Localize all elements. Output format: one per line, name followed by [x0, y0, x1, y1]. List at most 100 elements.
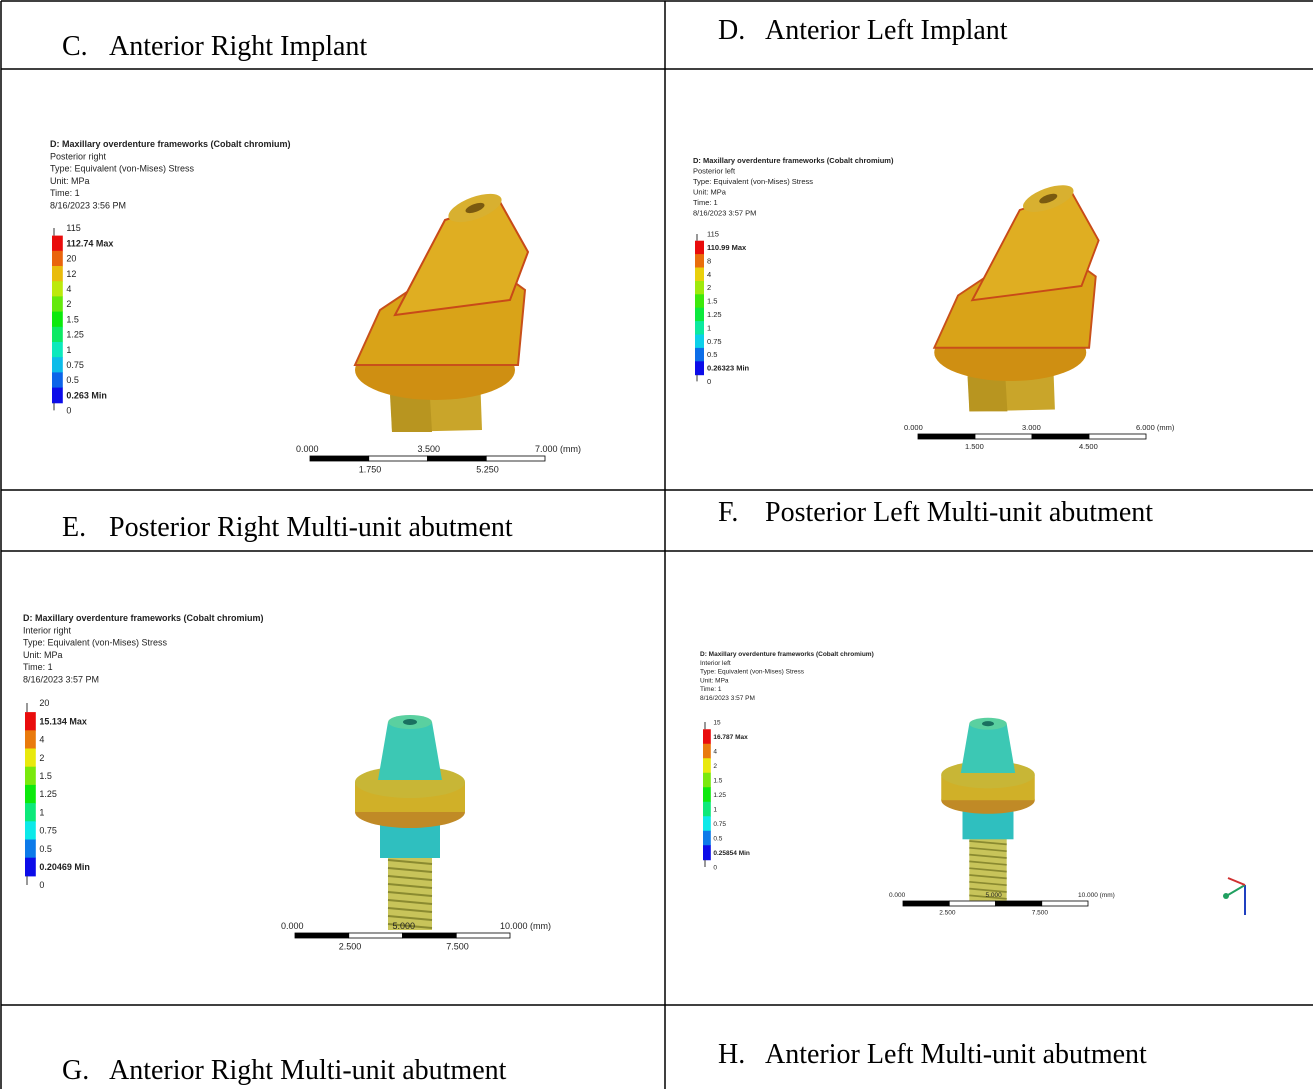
- caption-text: Posterior Left Multi-unit abutment: [765, 497, 1153, 528]
- scale-label: 1.500: [965, 442, 984, 451]
- legend-label: 1: [66, 345, 71, 355]
- result-header: Time: 1: [23, 662, 53, 672]
- legend-swatch: [695, 241, 704, 255]
- result-header: D: Maxillary overdenture frameworks (Cob…: [23, 613, 264, 623]
- legend-label: 1: [707, 323, 711, 332]
- legend-swatch: [703, 831, 711, 846]
- document-table: C. Anterior Right Implant D. Anterior Left …: [0, 0, 1313, 1089]
- legend-label: 0.75: [66, 360, 84, 370]
- legend-label: 12: [66, 269, 76, 279]
- scale-bar-segment: [903, 901, 949, 906]
- legend-label: 1.5: [39, 771, 52, 781]
- scale-bar-segment: [1042, 901, 1088, 906]
- legend-swatch: [52, 372, 63, 388]
- caption-text: Anterior Left Multi-unit abutment: [765, 1039, 1147, 1070]
- legend-label: 4: [39, 735, 44, 745]
- legend-label: 115: [66, 223, 80, 233]
- legend-swatch: [25, 730, 36, 749]
- legend-label: 1: [39, 807, 44, 817]
- legend-label: 1.25: [713, 792, 726, 799]
- legend-label: 0.75: [713, 821, 726, 828]
- model-part: [390, 395, 432, 432]
- legend-label: 0.263 Min: [66, 390, 107, 400]
- legend-swatch: [703, 773, 711, 788]
- caption-letter: E.: [62, 512, 86, 543]
- scale-label: 2.500: [939, 909, 956, 916]
- legend-label: 4: [707, 270, 711, 279]
- scale-bar-segment: [403, 933, 457, 938]
- legend-swatch: [703, 845, 711, 860]
- legend-label: 0.20469 Min: [39, 862, 90, 872]
- legend-swatch: [695, 268, 704, 282]
- result-header: Type: Equivalent (von-Mises) Stress: [693, 177, 813, 186]
- legend-label: 4: [713, 748, 717, 755]
- scale-label: 7.000 (mm): [535, 444, 581, 454]
- legend-swatch: [703, 744, 711, 759]
- legend-label: 16.787 Max: [713, 734, 748, 741]
- scale-bar-segment: [456, 933, 510, 938]
- scale-bar-segment: [428, 456, 487, 461]
- scale-label: 10.000 (mm): [500, 921, 551, 931]
- legend-swatch: [703, 787, 711, 802]
- result-header: Unit: MPa: [700, 677, 729, 684]
- legend-swatch: [695, 308, 704, 322]
- legend-label: 2: [66, 299, 71, 309]
- result-header: Interior right: [23, 625, 72, 635]
- scale-bar-segment: [369, 456, 428, 461]
- legend-label: 0.26323 Min: [707, 364, 750, 373]
- result-header: Type: Equivalent (von-Mises) Stress: [50, 164, 195, 174]
- caption-letter: D.: [718, 15, 745, 46]
- legend-label: 112.74 Max: [66, 238, 113, 248]
- legend-swatch: [695, 321, 704, 335]
- legend-label: 0.5: [66, 375, 79, 385]
- result-header: Posterior right: [50, 151, 107, 161]
- scale-label: 4.500: [1079, 442, 1098, 451]
- scale-label: 7.500: [1032, 909, 1049, 916]
- page: C. Anterior Right Implant D. Anterior Left …: [0, 0, 1313, 1089]
- scale-bar-segment: [918, 434, 975, 439]
- result-header: Unit: MPa: [693, 188, 727, 197]
- model-part: [403, 719, 417, 725]
- result-header: Time: 1: [50, 188, 80, 198]
- caption-text: Posterior Right Multi-unit abutment: [109, 512, 513, 543]
- result-header: D: Maxillary overdenture frameworks (Cob…: [700, 651, 874, 658]
- legend-swatch: [52, 281, 63, 297]
- model: [355, 715, 465, 930]
- legend-label: 4: [66, 284, 71, 294]
- legend-swatch: [52, 342, 63, 358]
- legend-label: 8: [707, 256, 711, 265]
- scale-label: 6.000 (mm): [1136, 423, 1175, 432]
- caption-letter: F.: [718, 497, 738, 528]
- legend-swatch: [695, 361, 704, 375]
- caption-letter: C.: [62, 31, 88, 62]
- caption-letter: G.: [62, 1055, 89, 1086]
- legend-label: 0.25854 Min: [713, 850, 750, 857]
- legend-label: 115: [707, 230, 719, 239]
- legend-swatch: [695, 294, 704, 308]
- legend-swatch: [695, 254, 704, 268]
- legend-label: 1.25: [66, 330, 84, 340]
- legend-label: 0.5: [39, 844, 52, 854]
- result-header: Type: Equivalent (von-Mises) Stress: [700, 669, 805, 676]
- result-header: Unit: MPa: [50, 176, 90, 186]
- result-header: Unit: MPa: [23, 650, 63, 660]
- result-header: Interior left: [700, 660, 731, 667]
- model-part: [378, 722, 442, 780]
- legend-label: 1: [713, 806, 717, 813]
- legend-label: 20: [66, 254, 76, 264]
- result-header: 8/16/2023 3:57 PM: [693, 209, 756, 218]
- triad-axis: [1228, 885, 1245, 895]
- legend-swatch: [25, 749, 36, 768]
- scale-bar-segment: [996, 901, 1042, 906]
- result-header: D: Maxillary overdenture frameworks (Cob…: [50, 139, 291, 149]
- result-header: Time: 1: [700, 686, 722, 693]
- legend-swatch: [52, 251, 63, 267]
- legend-label: 1.5: [66, 314, 79, 324]
- caption-text: Anterior Right Implant: [109, 31, 367, 62]
- legend-swatch: [25, 785, 36, 804]
- scale-label: 7.500: [446, 942, 469, 952]
- caption-text: Anterior Right Multi-unit abutment: [109, 1055, 507, 1086]
- legend-swatch: [703, 758, 711, 773]
- legend-swatch: [52, 296, 63, 312]
- scale-bar-segment: [486, 456, 545, 461]
